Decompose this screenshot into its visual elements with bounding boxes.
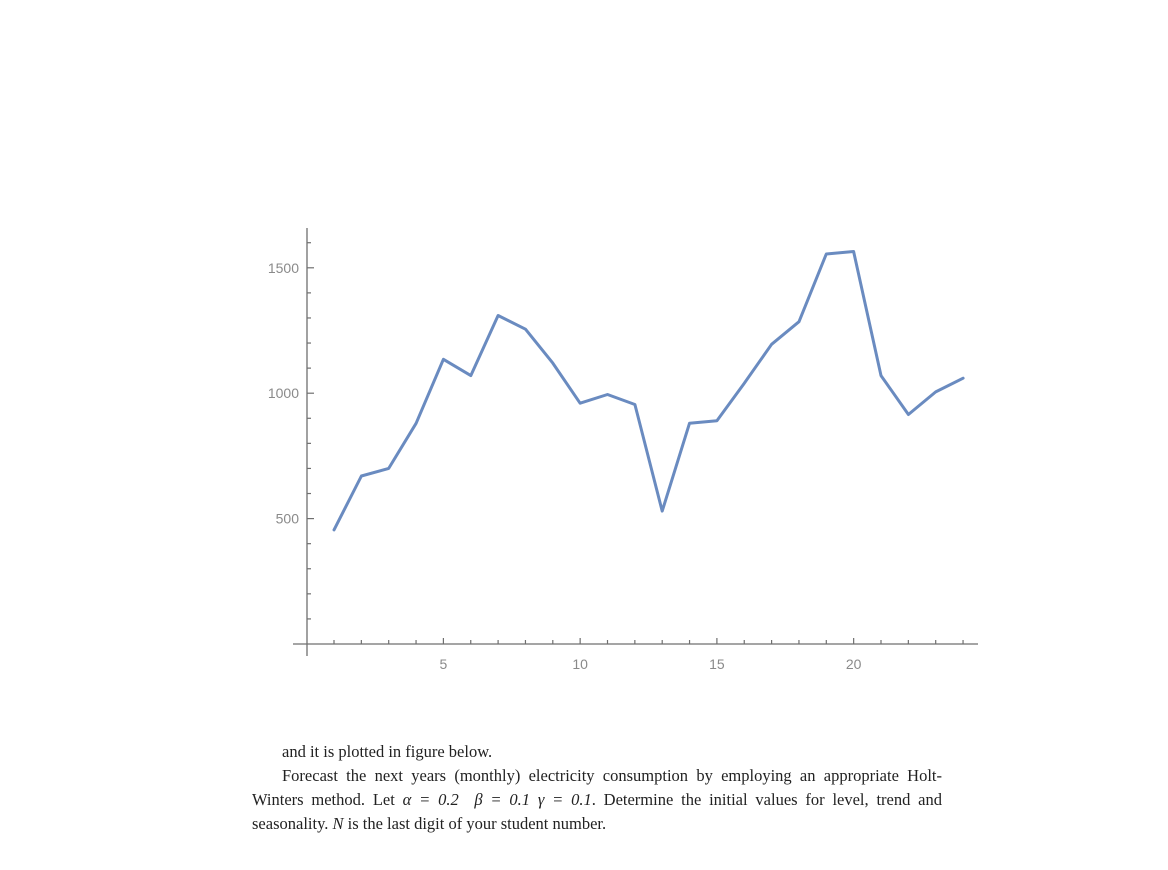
question-paragraph: Forecast the next years (monthly) electr… bbox=[252, 764, 942, 836]
line-chart: 5 10 15 20 500 1000 1500 bbox=[268, 228, 978, 672]
y-tick-label: 1500 bbox=[268, 260, 299, 276]
intro-line: and it is plotted in figure below. bbox=[252, 740, 942, 764]
question-text-b: . Determine the initial values for level… bbox=[252, 790, 943, 833]
series-line bbox=[332, 250, 965, 532]
x-tick-label: 20 bbox=[846, 656, 862, 672]
question-text: and it is plotted in figure below. Forec… bbox=[252, 740, 942, 836]
n-symbol: N bbox=[332, 814, 344, 833]
series-layer bbox=[332, 250, 965, 532]
x-axis: 5 10 15 20 bbox=[293, 638, 978, 672]
gamma-equation: γ = 0.1 bbox=[537, 790, 592, 809]
x-tick-label: 15 bbox=[709, 656, 725, 672]
x-tick-label: 5 bbox=[440, 656, 448, 672]
intro-text: and it is plotted in figure below. bbox=[282, 742, 493, 761]
y-tick-label: 1000 bbox=[268, 385, 299, 401]
question-text-a: Forecast the next years (monthly) electr… bbox=[252, 766, 942, 809]
y-tick-label: 500 bbox=[276, 511, 300, 527]
alpha-equation: α = 0.2 bbox=[402, 790, 459, 809]
beta-equation: β = 0.1 bbox=[474, 790, 530, 809]
question-text-c: is the last digit of your student number… bbox=[343, 814, 607, 833]
x-tick-label: 10 bbox=[572, 656, 588, 672]
y-axis: 500 1000 1500 bbox=[268, 228, 314, 656]
